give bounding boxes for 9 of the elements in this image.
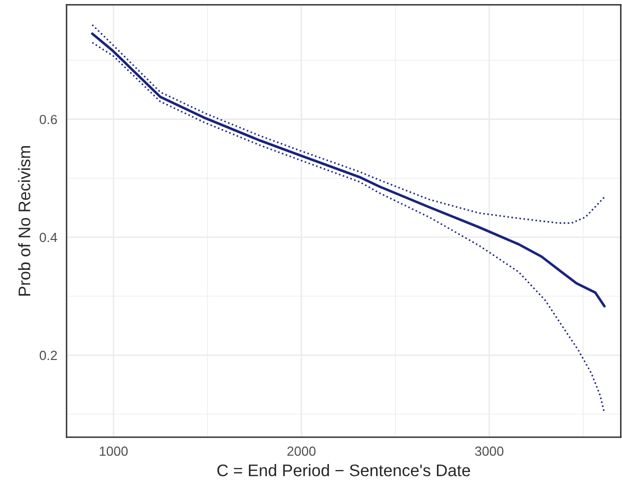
line-series bbox=[92, 24, 606, 224]
y-tick-label: 0.2 bbox=[40, 350, 57, 360]
y-tick-label: 0.6 bbox=[40, 114, 57, 124]
y-axis-title: Prob of No Recivism bbox=[18, 146, 30, 296]
x-axis-title: C = End Period − Sentence's Date bbox=[217, 464, 470, 476]
x-tick-label: 3000 bbox=[475, 446, 504, 456]
y-tick-label: 0.4 bbox=[40, 232, 58, 242]
x-tick-label: 2000 bbox=[287, 446, 316, 456]
x-tick-label: 1000 bbox=[100, 446, 128, 456]
